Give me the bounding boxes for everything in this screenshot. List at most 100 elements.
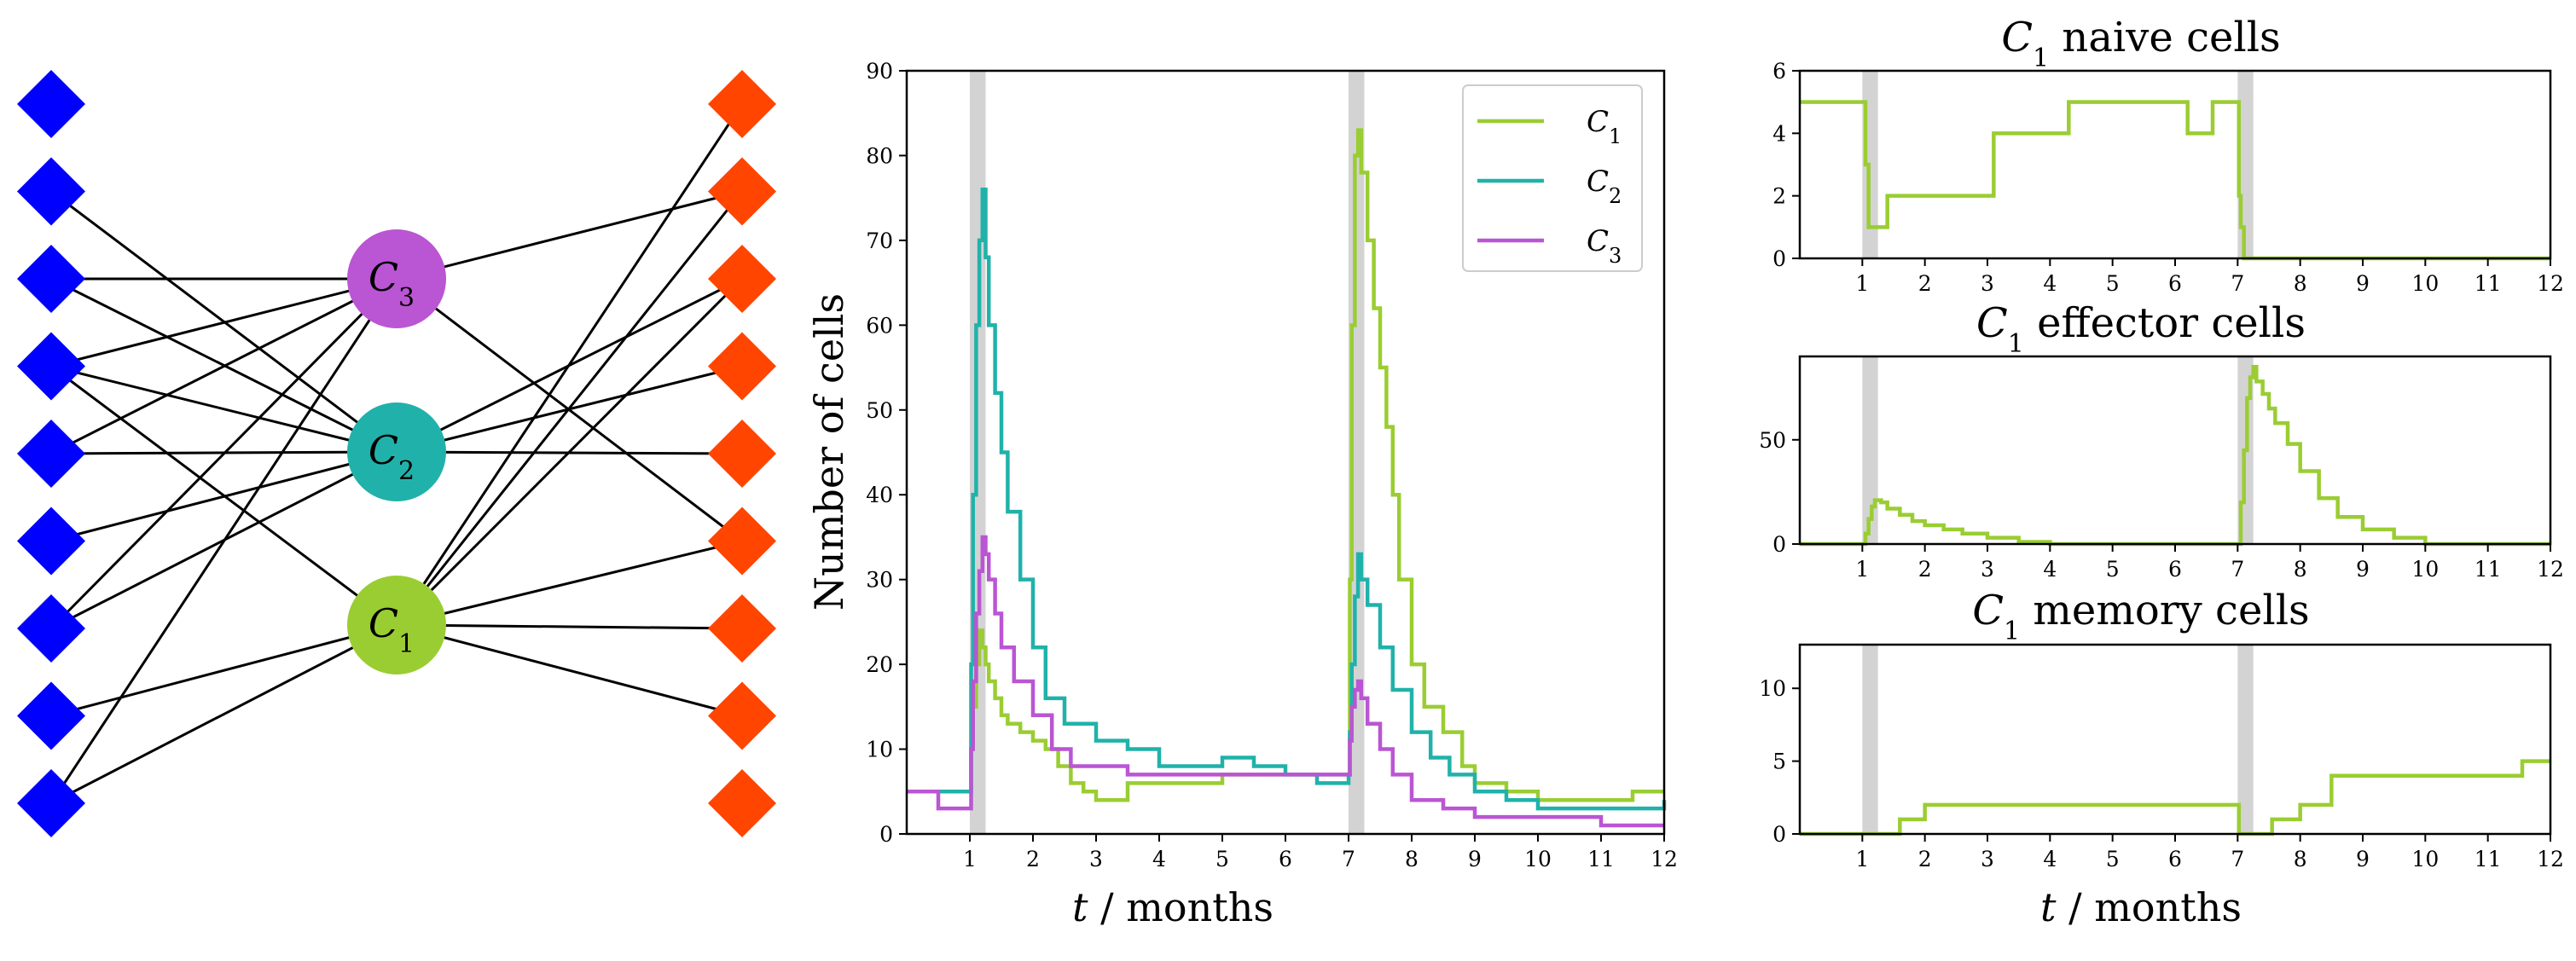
naive-xtick-label: 10	[2411, 271, 2439, 296]
network-edges	[49, 103, 744, 805]
naive-ytick-label: 0	[1772, 246, 1786, 271]
main-xtick-label: 5	[1215, 847, 1229, 871]
edge-left-3-C3	[50, 277, 397, 368]
main-ytick-label: 0	[879, 822, 893, 847]
memory-xtick-label: 2	[1918, 847, 1932, 871]
legend-box	[1462, 84, 1643, 272]
epitope-node-right	[708, 507, 776, 576]
clonotype-node-c2	[347, 402, 446, 501]
effector-shaded-regions	[1862, 356, 2254, 544]
edge-left-4-C3	[50, 277, 397, 455]
main-ytick-label: 70	[866, 229, 893, 253]
main-xtick-label: 11	[1587, 847, 1615, 871]
effector-shade-0	[1862, 356, 1878, 544]
effector-ytick-label: 0	[1772, 532, 1786, 557]
main-x-axis-label: t / months	[1072, 884, 1273, 930]
main-series	[907, 128, 1667, 828]
memory-xtick-label: 8	[2294, 847, 2307, 871]
edge-right-6-C1	[396, 623, 743, 630]
memory-title-sub: 1	[2004, 617, 2020, 646]
memory-xtick-label: 11	[2474, 847, 2502, 871]
epitope-node-left	[17, 507, 85, 576]
legend-label-0: C1	[1587, 105, 1622, 148]
main-xtick-label: 7	[1342, 847, 1355, 871]
memory-x-axis-rest: / months	[2057, 884, 2242, 930]
epitope-node-right	[708, 769, 776, 837]
memory-chart-title: C1 memory cells	[1972, 587, 2309, 646]
epitope-node-right	[708, 332, 776, 401]
main-shade-1	[1349, 71, 1365, 834]
epitope-node-right	[708, 420, 776, 488]
edge-left-6-C3	[49, 277, 398, 630]
naive-plot-frame	[1798, 69, 2552, 260]
effector-series	[1800, 364, 2550, 547]
edge-right-5-C1	[396, 540, 743, 627]
effector-ytick-label: 50	[1759, 428, 1786, 453]
main-y-axis-label: Number of cells	[806, 293, 852, 611]
naive-xtick-label: 9	[2356, 271, 2370, 296]
memory-xtick-label: 7	[2231, 847, 2244, 871]
main-ytick-label: 80	[866, 143, 893, 168]
main-ytick-label: 30	[866, 568, 893, 593]
naive-series-c1	[1800, 100, 2550, 261]
edge-right-7-C1	[396, 623, 743, 717]
main-series-c2	[907, 187, 1667, 811]
epitope-node-left	[17, 594, 85, 663]
memory-xtick-label: 12	[2537, 847, 2564, 871]
epitope-node-left	[17, 157, 85, 226]
naive-title-var: C	[2001, 14, 2033, 61]
main-x-axis-var: t	[1072, 884, 1088, 930]
main-y-ticks: 0 10 20 30 40 50 60 70 80 90	[866, 59, 907, 847]
effector-xtick-label: 8	[2294, 557, 2307, 582]
effector-xtick-label: 11	[2474, 557, 2502, 582]
main-shaded-regions	[970, 71, 1365, 834]
edge-right-1-C3	[396, 190, 743, 281]
epitope-node-left	[17, 769, 85, 837]
main-ytick-label: 90	[866, 59, 893, 84]
right-node-column	[708, 70, 776, 837]
memory-x-axis-var: t	[2040, 884, 2057, 930]
epitope-node-left	[17, 332, 85, 401]
naive-title-rest: naive cells	[2049, 14, 2281, 61]
bipartite-network: C3 C2 C1	[17, 70, 776, 837]
legend-entries: C1 C2 C3	[1477, 105, 1622, 268]
effector-y-ticks: 0 50	[1759, 428, 1800, 557]
naive-series	[1800, 100, 2550, 261]
epitope-node-right	[708, 157, 776, 226]
effector-xtick-label: 12	[2537, 557, 2564, 582]
epitope-node-right	[708, 594, 776, 663]
effector-xtick-label: 7	[2231, 557, 2244, 582]
clonotype-label-c1: C1	[368, 600, 415, 659]
naive-xtick-label: 11	[2474, 271, 2502, 296]
main-xtick-label: 10	[1524, 847, 1552, 871]
effector-xtick-label: 1	[1855, 557, 1869, 582]
effector-title-var: C	[1976, 299, 2008, 347]
main-xtick-label: 8	[1405, 847, 1419, 871]
effector-xtick-label: 10	[2411, 557, 2439, 582]
main-x-ticks: 1 2 3 4 5 6 7 8 9 10 11 12	[963, 834, 1678, 871]
main-ytick-label: 60	[866, 313, 893, 338]
memory-x-axis-label: t / months	[2040, 884, 2242, 930]
naive-xtick-label: 2	[1918, 271, 1932, 296]
memory-xtick-label: 6	[2168, 847, 2182, 871]
main-x-axis-rest: / months	[1088, 884, 1273, 930]
main-xtick-label: 6	[1279, 847, 1292, 871]
main-ytick-label: 20	[866, 652, 893, 677]
memory-x-ticks: 1 2 3 4 5 6 7 8 9 10 11 12	[1855, 834, 2564, 871]
effector-xtick-label: 4	[2043, 557, 2057, 582]
naive-xtick-label: 8	[2294, 271, 2307, 296]
epitope-node-left	[17, 245, 85, 313]
clonotype-nodes: C3 C2 C1	[347, 229, 446, 674]
effector-xtick-label: 2	[1918, 557, 1932, 582]
memory-xtick-label: 1	[1855, 847, 1869, 871]
edge-left-8-C1	[50, 623, 397, 805]
epitope-node-right	[708, 681, 776, 750]
memory-shaded-regions	[1862, 645, 2254, 834]
main-xtick-label: 9	[1468, 847, 1482, 871]
memory-xtick-label: 10	[2411, 847, 2439, 871]
epitope-node-right	[708, 245, 776, 313]
naive-y-ticks: 0 2 4 6	[1772, 59, 1800, 271]
memory-xtick-label: 3	[1981, 847, 1994, 871]
memory-title-rest: memory cells	[2020, 587, 2310, 634]
